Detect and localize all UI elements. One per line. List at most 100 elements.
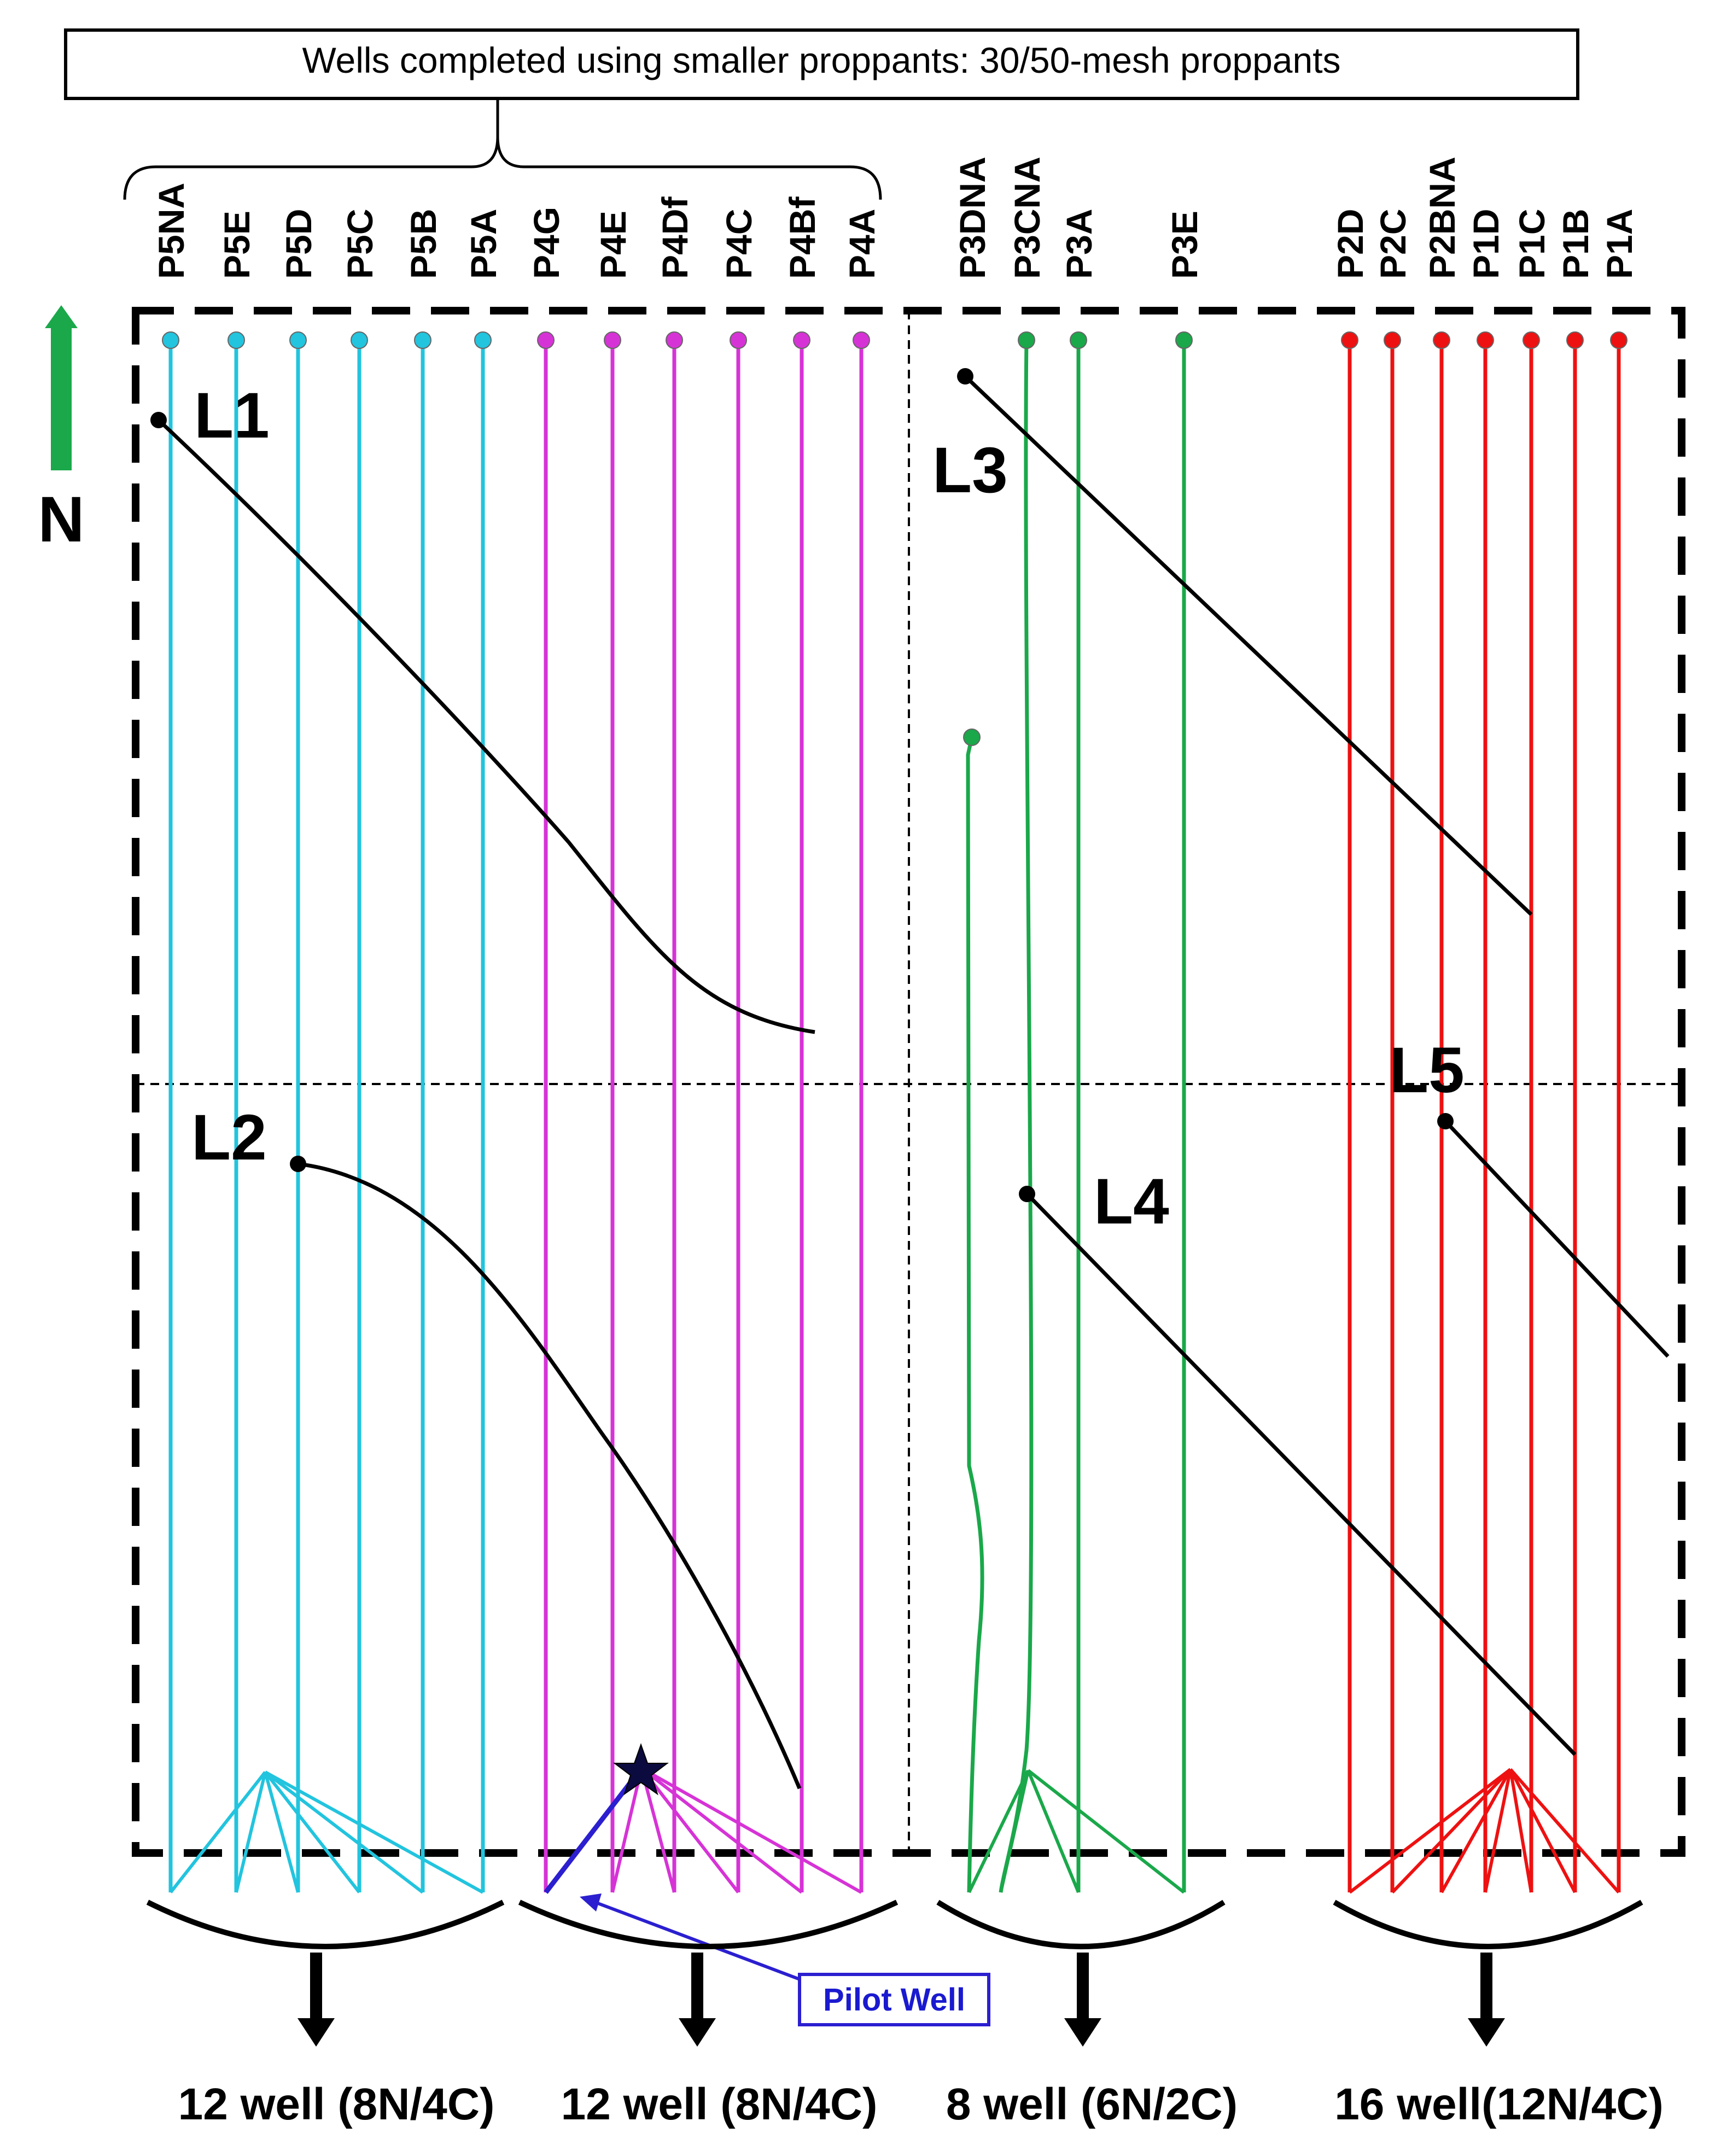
well-heel-marker <box>730 331 747 349</box>
well-label: P5D <box>278 209 319 279</box>
well-heel-marker <box>1433 331 1450 349</box>
well-label: P3DNA <box>952 156 993 279</box>
lineament-label: L4 <box>1094 1166 1169 1238</box>
pilot-well-star-icon <box>613 1743 669 1796</box>
pad-fans <box>169 1767 1620 1894</box>
pilot-well-box <box>798 1973 990 2026</box>
lineament-line <box>1025 1192 1577 1756</box>
north-label: N <box>38 483 84 556</box>
well-heels <box>162 331 1628 746</box>
well-label: P3E <box>1164 211 1205 279</box>
well-label: P4A <box>842 209 882 279</box>
header-brace <box>123 100 882 200</box>
pad-fan-line <box>264 1772 300 1893</box>
pad-down-arrowhead-icon <box>1064 2018 1101 2047</box>
well-heel-marker <box>963 729 981 746</box>
well-label: P1D <box>1466 209 1506 279</box>
well-heel-marker <box>474 331 492 349</box>
well-heel-marker <box>1018 331 1035 349</box>
well-heel-marker <box>604 331 621 349</box>
pad-fan-line <box>264 1770 424 1894</box>
well-heel-marker <box>414 331 431 349</box>
lineament-marker <box>957 368 973 384</box>
pad-down-arrow-icon <box>691 1953 703 2024</box>
pad-fan-line <box>640 1767 740 1893</box>
pad-summary: 12 well (8N/4C) <box>178 2079 495 2129</box>
header-title: Wells completed using smaller proppants:… <box>302 40 1340 80</box>
well-label: P5B <box>403 209 444 279</box>
lineament-marker <box>1019 1186 1035 1202</box>
well-heel-marker <box>289 331 307 349</box>
lineaments: L1 L2 L3 L4 L5 <box>150 368 1670 1790</box>
well-label: P3CNA <box>1007 156 1047 279</box>
pad-fan-line <box>1349 1768 1512 1894</box>
well-heel-marker <box>228 331 245 349</box>
well-lateral <box>966 737 984 1893</box>
north-arrow-icon <box>45 305 78 470</box>
pilot-well-arrowhead-icon <box>580 1893 602 1912</box>
pad-down-arrow-icon <box>310 1953 322 2024</box>
pad-fan-line <box>1440 1768 1512 1893</box>
pad-down-arrowhead-icon <box>298 2018 335 2047</box>
pad-fan-line <box>1509 1768 1577 1893</box>
pad-fan-line <box>264 1771 361 1893</box>
well-heel-marker <box>162 331 179 349</box>
lineament-marker <box>1437 1113 1454 1129</box>
pad-fan-line <box>1026 1769 1080 1893</box>
well-label: P2C <box>1373 209 1413 279</box>
pad-fan-line <box>640 1767 803 1894</box>
well-label: P2BNA <box>1422 156 1462 279</box>
pad-fan-line <box>264 1770 484 1894</box>
well-label: P1B <box>1555 209 1596 279</box>
pad-fan-line <box>1391 1768 1512 1894</box>
lineament-marker <box>290 1156 306 1172</box>
pad-fan-line <box>999 1770 1030 1893</box>
well-heel-marker <box>537 331 555 349</box>
unit-boundary <box>132 307 1685 1857</box>
well-label: P5C <box>340 209 380 279</box>
well-label: P1A <box>1599 209 1640 279</box>
pad-fan-line <box>1509 1768 1620 1893</box>
lineament-label: L5 <box>1389 1034 1465 1106</box>
pad-summary: 16 well(12N/4C) <box>1334 2079 1664 2129</box>
pad-fan-line <box>235 1772 267 1893</box>
pad-down-arrowhead-icon <box>679 2018 716 2047</box>
pad-bowl <box>936 1899 1226 1949</box>
pad-down-arrow-icon <box>1480 1953 1492 2024</box>
pilot-well-label: Pilot Well <box>823 1982 965 2018</box>
well-laterals <box>168 340 1621 1893</box>
pad-fan-line <box>169 1771 267 1893</box>
pilot-well-path <box>544 1767 644 1894</box>
well-label: P2D <box>1330 209 1370 279</box>
lineament-label: L1 <box>194 380 270 452</box>
header-box <box>64 28 1579 100</box>
well-heel-marker <box>1175 331 1193 349</box>
pad-fan-line <box>967 1769 1030 1893</box>
well-label: P4G <box>526 207 567 279</box>
well-heel-marker <box>1070 331 1087 349</box>
lineament-marker <box>150 412 167 428</box>
pad-fan-line <box>1509 1769 1533 1893</box>
lineament-line <box>157 418 815 1034</box>
lineament-line <box>1444 1120 1670 1358</box>
pad-fan-line <box>1027 1769 1185 1894</box>
pad-down-arrow-icon <box>1077 1953 1089 2024</box>
well-label: P1C <box>1512 209 1552 279</box>
well-heel-marker <box>1341 331 1358 349</box>
well-label: P3A <box>1059 209 1099 279</box>
well-heel-marker <box>793 331 810 349</box>
well-heel-marker <box>853 331 870 349</box>
well-label: P4E <box>593 211 633 279</box>
well-heel-marker <box>1566 331 1584 349</box>
pad-fan-line <box>611 1768 643 1893</box>
lineament-line <box>298 1162 802 1790</box>
well-label: P4Bf <box>782 196 822 279</box>
pad-fan-line <box>640 1768 676 1893</box>
well-heel-marker <box>1477 331 1494 349</box>
well-heel-marker <box>1522 331 1540 349</box>
well-label: P5A <box>463 209 504 279</box>
well-heel-marker <box>1384 331 1401 349</box>
well-label: P5E <box>217 211 257 279</box>
well-label: P5NA <box>151 183 191 279</box>
